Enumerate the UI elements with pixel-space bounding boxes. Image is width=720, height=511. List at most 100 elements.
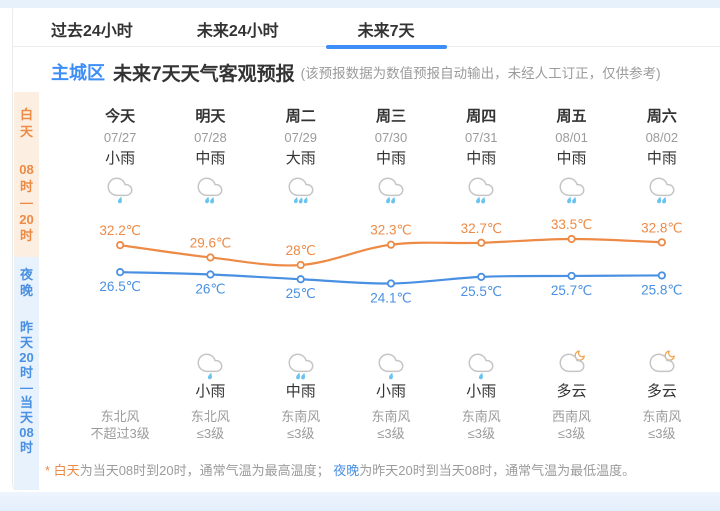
day-date: 07/27: [103, 130, 137, 145]
day-name: 今天: [105, 108, 136, 125]
day-weather-text: 中雨: [646, 150, 677, 167]
night-weather-icon: [346, 350, 436, 382]
night-sidebar: 夜晚 昨天 20 时 — 当天 08 时: [14, 257, 39, 490]
wind-level: ≤3级: [648, 426, 676, 441]
day-weather-text: 中雨: [195, 150, 226, 167]
temp-label: 32.3℃: [370, 223, 411, 238]
temp-point: [296, 275, 305, 284]
daytime-range: 08 时 —20 时: [19, 162, 34, 243]
night-weather-text: 小雨: [375, 383, 406, 400]
footnote-day-label: 白天: [53, 463, 80, 478]
day-date: 08/01: [555, 130, 588, 145]
night-weather-icon: [256, 350, 346, 382]
wind-level: ≤3级: [377, 426, 405, 441]
forecast-column: 周四 07/31 中雨 小雨 东南风 ≤3级: [436, 105, 526, 442]
page-top-strip: [0, 0, 720, 8]
day-weather-icon: [346, 170, 436, 210]
night-weather-text: 小雨: [195, 383, 226, 400]
temp-label: 29.6℃: [190, 235, 231, 250]
footnote: * 白天为当天08时到20时，通常气温为最高温度； 夜晚为昨天20时到当天08时…: [45, 462, 635, 479]
night-weather-icon: [526, 350, 616, 382]
temp-point: [567, 271, 576, 281]
title-disclaimer: (该预报数据为数值预报自动输出，未经人工订正，仅供参考): [300, 66, 661, 81]
wind-direction: 东南风: [281, 409, 321, 424]
temp-label: 25.8℃: [641, 282, 682, 297]
temp-point: [477, 272, 486, 281]
wind-direction: 西南风: [552, 409, 592, 424]
forecast-column: 周六 08/02 中雨 多云 东南风 ≤3级: [617, 105, 707, 442]
temp-label: 26.5℃: [99, 279, 140, 294]
temperature-chart: 32.2℃ 29.6℃ 28℃ 32.3℃ 32.7℃ 33.5℃ 32.8℃ 26.5℃ 26…: [99, 217, 682, 306]
region-name: 主城区: [51, 63, 105, 83]
footnote-star: *: [45, 463, 54, 478]
day-weather-icon: [526, 170, 616, 210]
temp-point: [657, 238, 666, 247]
temp-point: [386, 279, 396, 288]
temp-point: [296, 260, 305, 270]
wind-level: ≤3级: [467, 426, 495, 441]
day-name: 周二: [285, 108, 316, 125]
tab-bar: 过去24小时 未来24小时 未来7天: [13, 8, 720, 49]
wind-level: 不超过3级: [90, 426, 150, 441]
day-weather-icon: [436, 170, 526, 210]
title-text: 未来7天天气客观预报: [113, 63, 295, 85]
day-date: 07/28: [194, 130, 227, 145]
temp-point: [116, 241, 125, 250]
wind-direction: 东南风: [371, 409, 411, 424]
daytime-label: 白天: [19, 107, 33, 139]
night-weather-icon: [436, 350, 526, 382]
day-name: 明天: [195, 108, 226, 125]
temp-label: 25.5℃: [461, 284, 502, 299]
night-range: 昨天 20 时 — 当天 08 时: [19, 320, 34, 455]
temp-label: 32.2℃: [99, 223, 140, 238]
day-date: 07/31: [465, 130, 498, 145]
temp-point: [567, 234, 576, 244]
day-date: 07/29: [284, 130, 317, 145]
day-name: 周六: [646, 108, 677, 125]
night-weather-text: 多云: [646, 383, 677, 400]
forecast-column: 周三 07/30 中雨 小雨 东南风 ≤3级: [346, 105, 436, 442]
daytime-sidebar: 白天 08 时 —20 时: [14, 92, 39, 257]
night-weather-text: 多云: [556, 383, 587, 400]
temp-label: 32.7℃: [461, 221, 502, 236]
day-weather-icon: [617, 170, 707, 210]
night-weather-text: 小雨: [466, 383, 497, 400]
temp-label: 25℃: [286, 286, 316, 301]
day-name: 周五: [556, 108, 587, 125]
forecast-column: 今天 07/27 小雨 东北风 不超过3级: [75, 105, 165, 442]
day-weather-icon: [256, 170, 346, 210]
wind-direction: 东南风: [461, 409, 501, 424]
night-weather-icon: [617, 350, 707, 382]
temp-label: 32.8℃: [641, 220, 682, 235]
tab-past-24h[interactable]: 过去24小时: [51, 22, 133, 40]
tab-next-24h[interactable]: 未来24小时: [196, 22, 279, 40]
page-bottom-strip: [0, 492, 720, 511]
page-title: 主城区 未来7天天气客观预报 (该预报数据为数值预报自动输出，未经人工订正，仅供…: [51, 58, 661, 86]
day-weather-text: 中雨: [556, 150, 587, 167]
night-weather-text: [75, 382, 165, 402]
night-weather-text: 中雨: [285, 383, 316, 400]
footnote-day-text: 为当天08时到20时，通常气温为最高温度；: [79, 463, 334, 478]
day-date: 08/02: [645, 130, 679, 145]
day-weather-text: 中雨: [375, 150, 406, 167]
day-name: 周四: [466, 108, 497, 125]
temp-point: [206, 270, 215, 279]
tab-next-7days[interactable]: 未来7天: [325, 11, 447, 49]
day-weather-icon: [165, 170, 255, 210]
temp-point: [657, 271, 666, 280]
temp-label: 33.5℃: [551, 217, 592, 232]
day-weather-text: 大雨: [285, 150, 316, 167]
night-label: 夜晚: [19, 267, 33, 298]
temp-point: [206, 253, 215, 262]
wind-direction: 东南风: [642, 409, 682, 424]
temp-point: [386, 240, 396, 249]
night-weather-icon: [165, 350, 255, 382]
forecast-column: 周五 08/01 中雨 多云 西南风 ≤3级: [526, 105, 616, 442]
temp-label: 26℃: [195, 282, 225, 297]
temp-point: [477, 238, 486, 247]
forecast-column: 周二 07/29 大雨 中雨 东南风 ≤3级: [256, 105, 346, 442]
footnote-night-text: 为昨天20时到当天08时，通常气温为最低温度。: [359, 463, 636, 478]
wind-level: ≤3级: [557, 426, 586, 441]
day-date: 07/30: [374, 130, 408, 145]
day-weather-icon: [75, 170, 165, 210]
